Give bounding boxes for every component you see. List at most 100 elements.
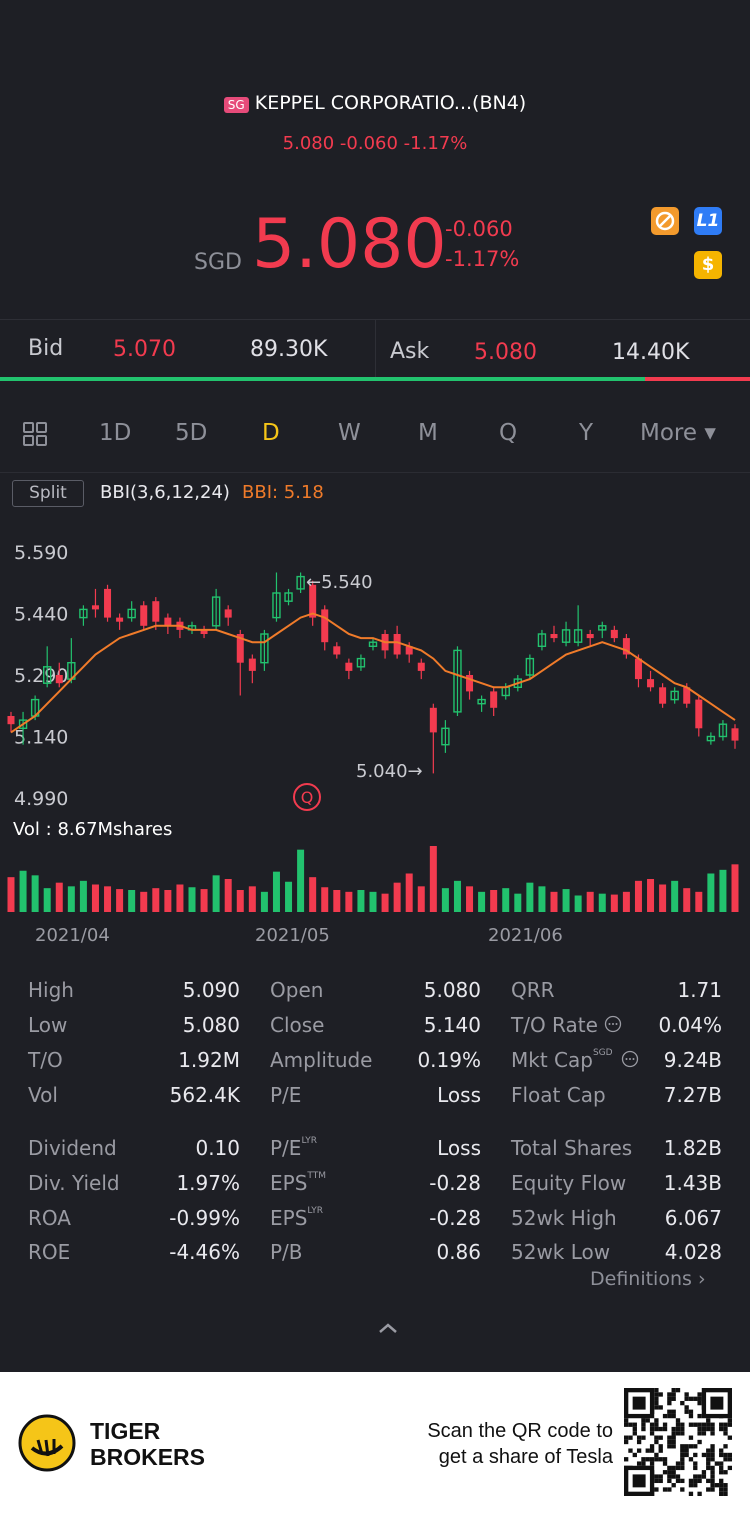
candle-body (91, 605, 99, 610)
volume-bar (598, 893, 606, 912)
stat-value-eps: -0.28 (429, 1206, 481, 1230)
volume-bar (321, 887, 329, 912)
volume-bar (31, 875, 39, 912)
stat-value-dividend: 0.10 (195, 1136, 240, 1160)
volume-bar (683, 888, 691, 912)
indicator-name[interactable]: BBI(3,6,12,24) (100, 482, 230, 503)
stat-label-roa: ROA (28, 1206, 71, 1230)
stat-value-close: 5.140 (423, 1013, 481, 1037)
volume-bar (285, 881, 293, 912)
candle-body (405, 646, 413, 655)
candle-body (477, 698, 486, 705)
volume-bar (514, 893, 522, 912)
stat-value-p-b: 0.86 (436, 1240, 481, 1264)
chart-layout-icon[interactable] (22, 421, 48, 451)
stat-label-roe: ROE (28, 1240, 71, 1264)
no-short-icon[interactable] (651, 207, 679, 235)
promo-footer: TIGER BROKERS Scan the QR code to get a … (0, 1372, 750, 1517)
stat-value-div-yield: 1.97% (176, 1171, 240, 1195)
stat-superscript: SGD (592, 1048, 613, 1058)
stat-value-qrr: 1.71 (677, 978, 722, 1002)
tab-w[interactable]: W (338, 420, 361, 446)
volume-bar (634, 880, 642, 912)
stat-label-t-o: T/O (28, 1048, 63, 1072)
info-icon[interactable] (621, 1050, 639, 1072)
stat-value-amplitude: 0.19% (417, 1048, 481, 1072)
tab-d[interactable]: D (262, 420, 280, 446)
stat-label-close: Close (270, 1013, 325, 1037)
volume-bar (441, 888, 449, 912)
y-tick-label: 5.290 (14, 665, 68, 687)
tab-more[interactable]: More ▾ (640, 420, 716, 446)
volume-bar (538, 886, 546, 912)
low-annotation: 5.040→ (356, 761, 423, 782)
y-tick-label: 5.590 (14, 542, 68, 564)
volume-bar (647, 879, 655, 912)
candle-body (104, 588, 112, 618)
stat-value-equity-flow: 1.43B (663, 1171, 722, 1195)
stat-label-52wk-low: 52wk Low (511, 1240, 611, 1264)
volume-bar (345, 891, 353, 912)
candle-body (164, 617, 172, 626)
stat-label-52wk-high: 52wk High (511, 1206, 617, 1230)
candle-body (321, 609, 329, 643)
stat-label-low: Low (28, 1013, 68, 1037)
definitions-link[interactable]: Definitions › (590, 1268, 706, 1290)
stock-name: KEPPEL CORPORATIO...(BN4) (254, 92, 527, 114)
stat-value-float-cap: 7.27B (663, 1083, 722, 1107)
candle-body (586, 634, 594, 639)
candle-body (356, 657, 366, 668)
candle-body (441, 727, 450, 746)
candle-body (309, 584, 317, 618)
candle-body (453, 649, 462, 713)
candle-body (43, 666, 52, 684)
info-icon[interactable] (604, 1015, 622, 1037)
level1-icon[interactable]: L1 (694, 207, 722, 235)
volume-bar (562, 889, 570, 912)
stat-label-high: High (28, 978, 74, 1002)
stat-superscript: LYR (307, 1206, 323, 1216)
volume-bar (453, 880, 461, 912)
stat-label-amplitude: Amplitude (270, 1048, 373, 1072)
volume-bar (79, 880, 87, 912)
tab-q[interactable]: Q (499, 420, 518, 446)
volume-bar (478, 891, 486, 912)
x-tick-label: 2021/06 (488, 925, 563, 946)
stat-value-52wk-high: 6.067 (664, 1206, 722, 1230)
candle-body (659, 687, 667, 704)
candle-body (525, 657, 535, 676)
tab-5d[interactable]: 5D (175, 420, 208, 446)
last-price: 5.080 (252, 205, 447, 284)
volume-bar (19, 870, 27, 912)
candle-body (610, 629, 618, 639)
tab-1d[interactable]: 1D (99, 420, 132, 446)
volume-bar (152, 888, 160, 912)
stat-label-qrr: QRR (511, 978, 555, 1002)
volume-label: Vol : 8.67Mshares (13, 819, 172, 840)
stat-value-total-shares: 1.82B (663, 1136, 722, 1160)
stat-value-roe: -4.46% (169, 1240, 240, 1264)
volume-bar (116, 889, 124, 912)
tab-m[interactable]: M (418, 420, 438, 446)
x-tick-label: 2021/05 (255, 925, 330, 946)
ask-size: 14.40K (612, 340, 690, 365)
stat-value-vol: 562.4K (169, 1083, 240, 1107)
volume-bar (176, 884, 184, 912)
candle-body (211, 596, 221, 627)
volume-bar (695, 891, 703, 912)
tab-y[interactable]: Y (579, 420, 594, 446)
candle-body (429, 707, 437, 733)
candle-body (513, 678, 522, 689)
volume-bar (260, 891, 268, 912)
price-change-pct: -1.17% (445, 247, 520, 271)
candlestick-chart[interactable]: 5.590 5.440 5.290 5.140 4.990 ←5.540 5.040→ Q Vo… (0, 530, 750, 950)
volume-bar (55, 882, 63, 912)
candle-body (224, 609, 232, 618)
split-button[interactable]: Split (12, 480, 84, 507)
dollar-icon[interactable]: $ (694, 251, 722, 279)
collapse-chevron-icon[interactable] (377, 1320, 399, 1339)
q-marker-label: Q (301, 788, 314, 807)
candle-body (296, 575, 305, 590)
stat-value-t-o-rate: 0.04% (658, 1013, 722, 1037)
price-change: -0.060 (445, 217, 513, 241)
